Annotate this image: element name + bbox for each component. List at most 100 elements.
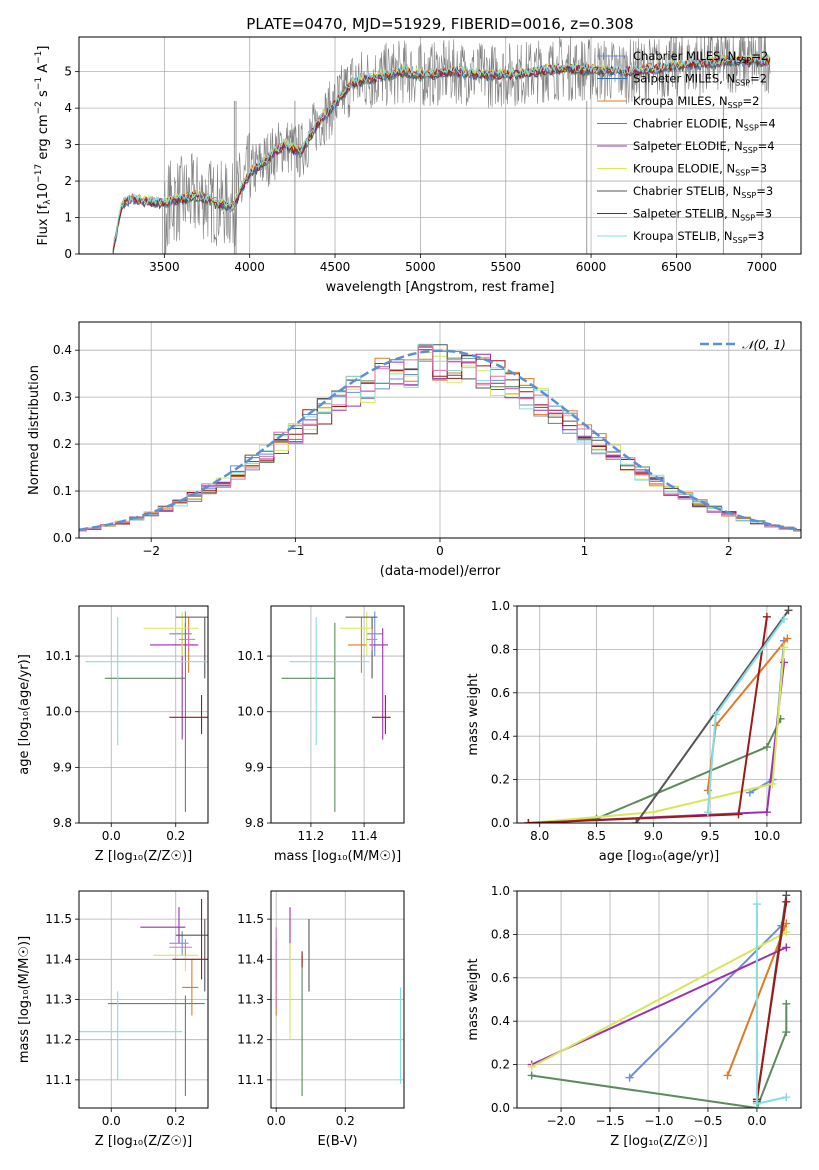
weight-marker [524,819,533,823]
legend-suffix: =2 [750,72,767,86]
panel-spectrum: 3500 4000 4500 5000 5500 6000 6500 7000 0 1 2 3 4 5 wa… [34,36,802,295]
legend-name: Chabrier ELODIE, N [633,117,744,131]
y-tick-label: 11.3 [45,993,72,1007]
weight-line [531,1003,788,1108]
y-axis-label: mass [log₁₀(M/M☉)] [17,936,32,1063]
axes-frame [270,890,405,1109]
x-tick-label: 0.2 [336,1114,355,1128]
panel-mass_vs_Z: 0.0 0.2 11.1 11.2 11.3 11.4 11.5 Z [log₁₀(Z/Z☉)… [17,890,209,1149]
weight-plot [524,606,793,823]
scatter-plot [85,611,208,812]
y-tick-label: 0.0 [491,1101,510,1115]
y-tick-label: 10.0 [237,705,264,719]
ylabel-part: A [36,64,51,77]
y-tick-label: 11.5 [45,912,72,926]
legend-name: Kroupa STELIB, N [633,229,733,243]
y-tick-label: 0.4 [53,343,72,357]
x-tick-label: −2 [142,544,160,558]
legend-name: Salpeter STELIB, N [633,207,740,221]
weight-marker [782,1028,791,1037]
panel-mass_vs_EBV: 0.0 0.2 11.1 11.2 11.3 11.4 11.5 E(B-V) [237,890,405,1149]
weight-plot [527,891,791,1108]
weight-line [528,616,768,823]
y-tick-label: 4 [64,101,72,115]
weight-marker [625,1073,634,1082]
y-tick-label: 0.2 [53,437,72,451]
x-tick-label: 6500 [661,260,692,274]
y-tick-label: 0.0 [491,816,510,830]
x-tick-label: 2 [725,544,733,558]
legend-suffix: =4 [759,117,776,131]
weight-marker [711,710,720,719]
y-tick-label: 9.9 [245,760,264,774]
weight-marker [762,808,771,817]
axes-frame [516,890,802,1109]
legend-entry: Chabrier STELIB, NSSP=3 [633,184,773,200]
x-axis-label: Z [log₁₀(Z/Z☉)] [610,1134,707,1149]
weight-marker [779,643,788,652]
y-tick-label: 11.4 [237,952,264,966]
ylabel-sup: −2 [34,101,44,114]
axes-frame [516,605,802,824]
x-axis-label: Z [log₁₀(Z/Z☉)] [95,849,192,864]
y-tick-label: 11.5 [237,912,264,926]
weight-marker [782,943,791,952]
panel-age_vs_Z: 0.0 0.2 9.8 9.9 10.0 10.1 Z [log₁₀(Z/Z☉)] age [… [17,605,209,864]
weight-marker [723,1071,732,1080]
legend-suffix: =3 [750,162,767,176]
y-tick-label: 0.3 [53,390,72,404]
x-tick-label: 10.0 [754,829,781,843]
y-axis-label: Normed distribution [27,365,42,495]
weight-marker [782,928,791,937]
legend-name: Kroupa MILES, N [633,94,728,108]
y-tick-label: 9.8 [53,816,72,830]
ylabel-part: s [36,90,51,101]
normal-curve [79,349,801,532]
legend-suffix: =2 [751,49,768,63]
legend-entry: Kroupa STELIB, NSSP=3 [633,229,764,245]
y-tick-label: 11.3 [237,993,264,1007]
histogram-series [79,346,801,532]
legend-sub: SSP [741,191,756,200]
x-tick-label: 11.4 [351,829,378,843]
ylabel-sup: −1 [34,77,44,90]
y-tick-label: 9.8 [245,816,264,830]
model-spectrum [112,53,770,247]
histogram-series [79,343,801,532]
y-tick-label: 0.8 [491,927,510,941]
weight-marker [782,1093,791,1102]
x-tick-label: 1 [581,544,589,558]
axes-frame [78,890,209,1109]
y-tick-label: 1.0 [491,599,510,613]
legend-suffix: =3 [755,207,772,221]
y-tick-label: 5 [64,65,72,79]
weight-marker [703,808,712,817]
model-spectrum [112,55,771,250]
scatter-plot [281,611,391,812]
y-tick-label: 3 [64,138,72,152]
y-tick-label: 11.1 [237,1073,264,1087]
panel-weight_vs_Z: −2.0 −1.5 −1.0 −0.5 0.0 0.0 0.2 0.4 0.6 0.8 1.0 Z [… [466,884,802,1149]
y-axis-label: mass weight [466,958,481,1040]
panel-residuals: −2 −1 0 1 2 0.0 0.1 0.2 0.3 0.4 (data-model)/error… [27,321,802,579]
weight-marker [752,900,761,909]
legend-entry: 𝒩(0, 1) [742,338,786,352]
y-tick-label: 0.8 [491,642,510,656]
axes-frame [78,36,802,255]
weight-line [528,647,785,823]
x-tick-label: 4000 [234,260,265,274]
x-tick-label: 11.2 [298,829,325,843]
y-axis-label: age [log₁₀(age/yr)] [17,654,32,775]
legend-entry: Kroupa ELODIE, NSSP=3 [633,162,767,178]
x-axis-label: age [log₁₀(age/yr)] [599,849,720,864]
x-tick-label: 8.0 [530,829,549,843]
x-tick-label: 0.0 [102,829,121,843]
x-tick-label: 6000 [576,260,607,274]
y-tick-label: 1 [64,211,72,225]
y-tick-label: 11.1 [45,1073,72,1087]
x-tick-label: −1.5 [595,1114,624,1128]
y-tick-label: 0.0 [53,531,72,545]
ylabel-part: 10 [36,183,51,200]
y-tick-label: 0 [64,247,72,261]
y-tick-label: 0.4 [491,1014,510,1028]
